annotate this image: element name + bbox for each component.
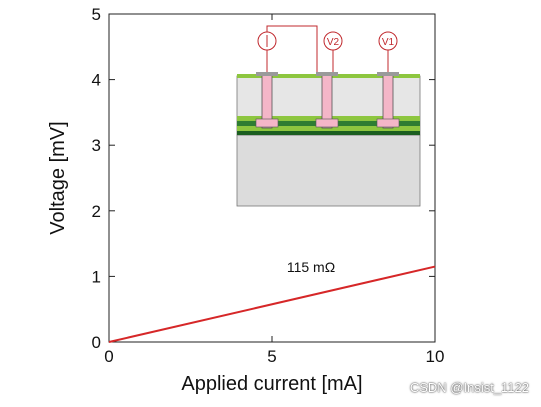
bottom-dark-stripe <box>237 131 420 135</box>
series-line <box>108 265 436 343</box>
y-tick-label: 2 <box>92 202 101 221</box>
lower-green-layer <box>237 126 420 131</box>
y-tick-label: 5 <box>92 5 101 24</box>
y-tick-label: 4 <box>92 71 101 90</box>
substrate-block <box>236 134 421 207</box>
current-source-wire <box>266 25 318 72</box>
y-tick-label: 1 <box>92 267 101 286</box>
pad-middle <box>316 72 338 76</box>
v1-label: V1 <box>382 37 395 48</box>
base-left <box>255 118 279 128</box>
y-tick-label: 3 <box>92 136 101 155</box>
base-right <box>376 118 400 128</box>
v1-probe-symbol <box>378 31 398 51</box>
device-cross-section-inset: V2 V1 <box>236 25 421 207</box>
x-tick-label: 10 <box>426 347 445 366</box>
annotation-resistance: 115 mΩ <box>287 259 335 275</box>
pad-right <box>377 72 399 76</box>
series-group <box>108 265 436 343</box>
v2-probe-symbol <box>323 31 343 51</box>
x-axis-label: Applied current [mA] <box>181 373 362 395</box>
pad-left <box>256 72 278 76</box>
x-tick-label: 5 <box>267 347 276 366</box>
x-tick-label: 0 <box>104 347 113 366</box>
base-middle <box>315 118 339 128</box>
watermark: CSDN @Insist_1122 <box>409 380 529 395</box>
v2-label: V2 <box>327 37 340 48</box>
y-tick-label: 0 <box>92 333 101 352</box>
y-axis-label: Voltage [mV] <box>47 121 69 234</box>
axes-group: 0 5 10 0 1 2 3 4 5 <box>92 5 445 366</box>
